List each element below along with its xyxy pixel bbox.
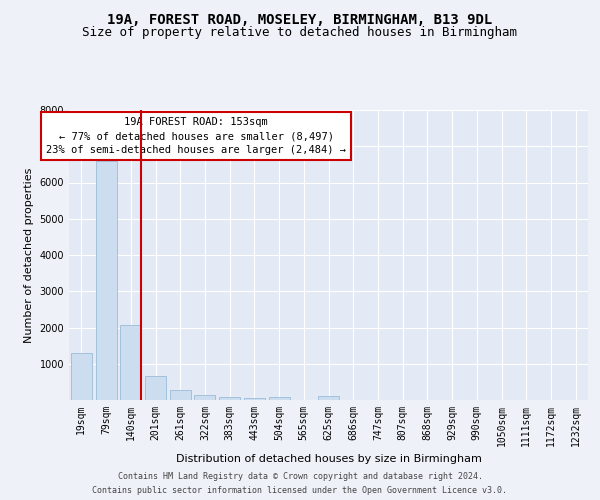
Text: Contains public sector information licensed under the Open Government Licence v3: Contains public sector information licen… <box>92 486 508 495</box>
Bar <box>71 353 92 400</box>
Text: Contains HM Land Registry data © Crown copyright and database right 2024.: Contains HM Land Registry data © Crown c… <box>118 472 482 481</box>
Text: 19A, FOREST ROAD, MOSELEY, BIRMINGHAM, B13 9DL: 19A, FOREST ROAD, MOSELEY, BIRMINGHAM, B… <box>107 12 493 26</box>
Bar <box>318 396 339 400</box>
Bar <box>170 390 191 400</box>
Text: 19A FOREST ROAD: 153sqm
← 77% of detached houses are smaller (8,497)
23% of semi: 19A FOREST ROAD: 153sqm ← 77% of detache… <box>46 117 346 155</box>
Bar <box>145 376 166 400</box>
X-axis label: Distribution of detached houses by size in Birmingham: Distribution of detached houses by size … <box>176 454 481 464</box>
Bar <box>120 324 141 400</box>
Bar <box>194 395 215 400</box>
Bar <box>95 161 116 400</box>
Bar <box>269 397 290 400</box>
Text: Size of property relative to detached houses in Birmingham: Size of property relative to detached ho… <box>83 26 517 39</box>
Bar <box>219 397 240 400</box>
Bar <box>244 398 265 400</box>
Y-axis label: Number of detached properties: Number of detached properties <box>24 168 34 342</box>
